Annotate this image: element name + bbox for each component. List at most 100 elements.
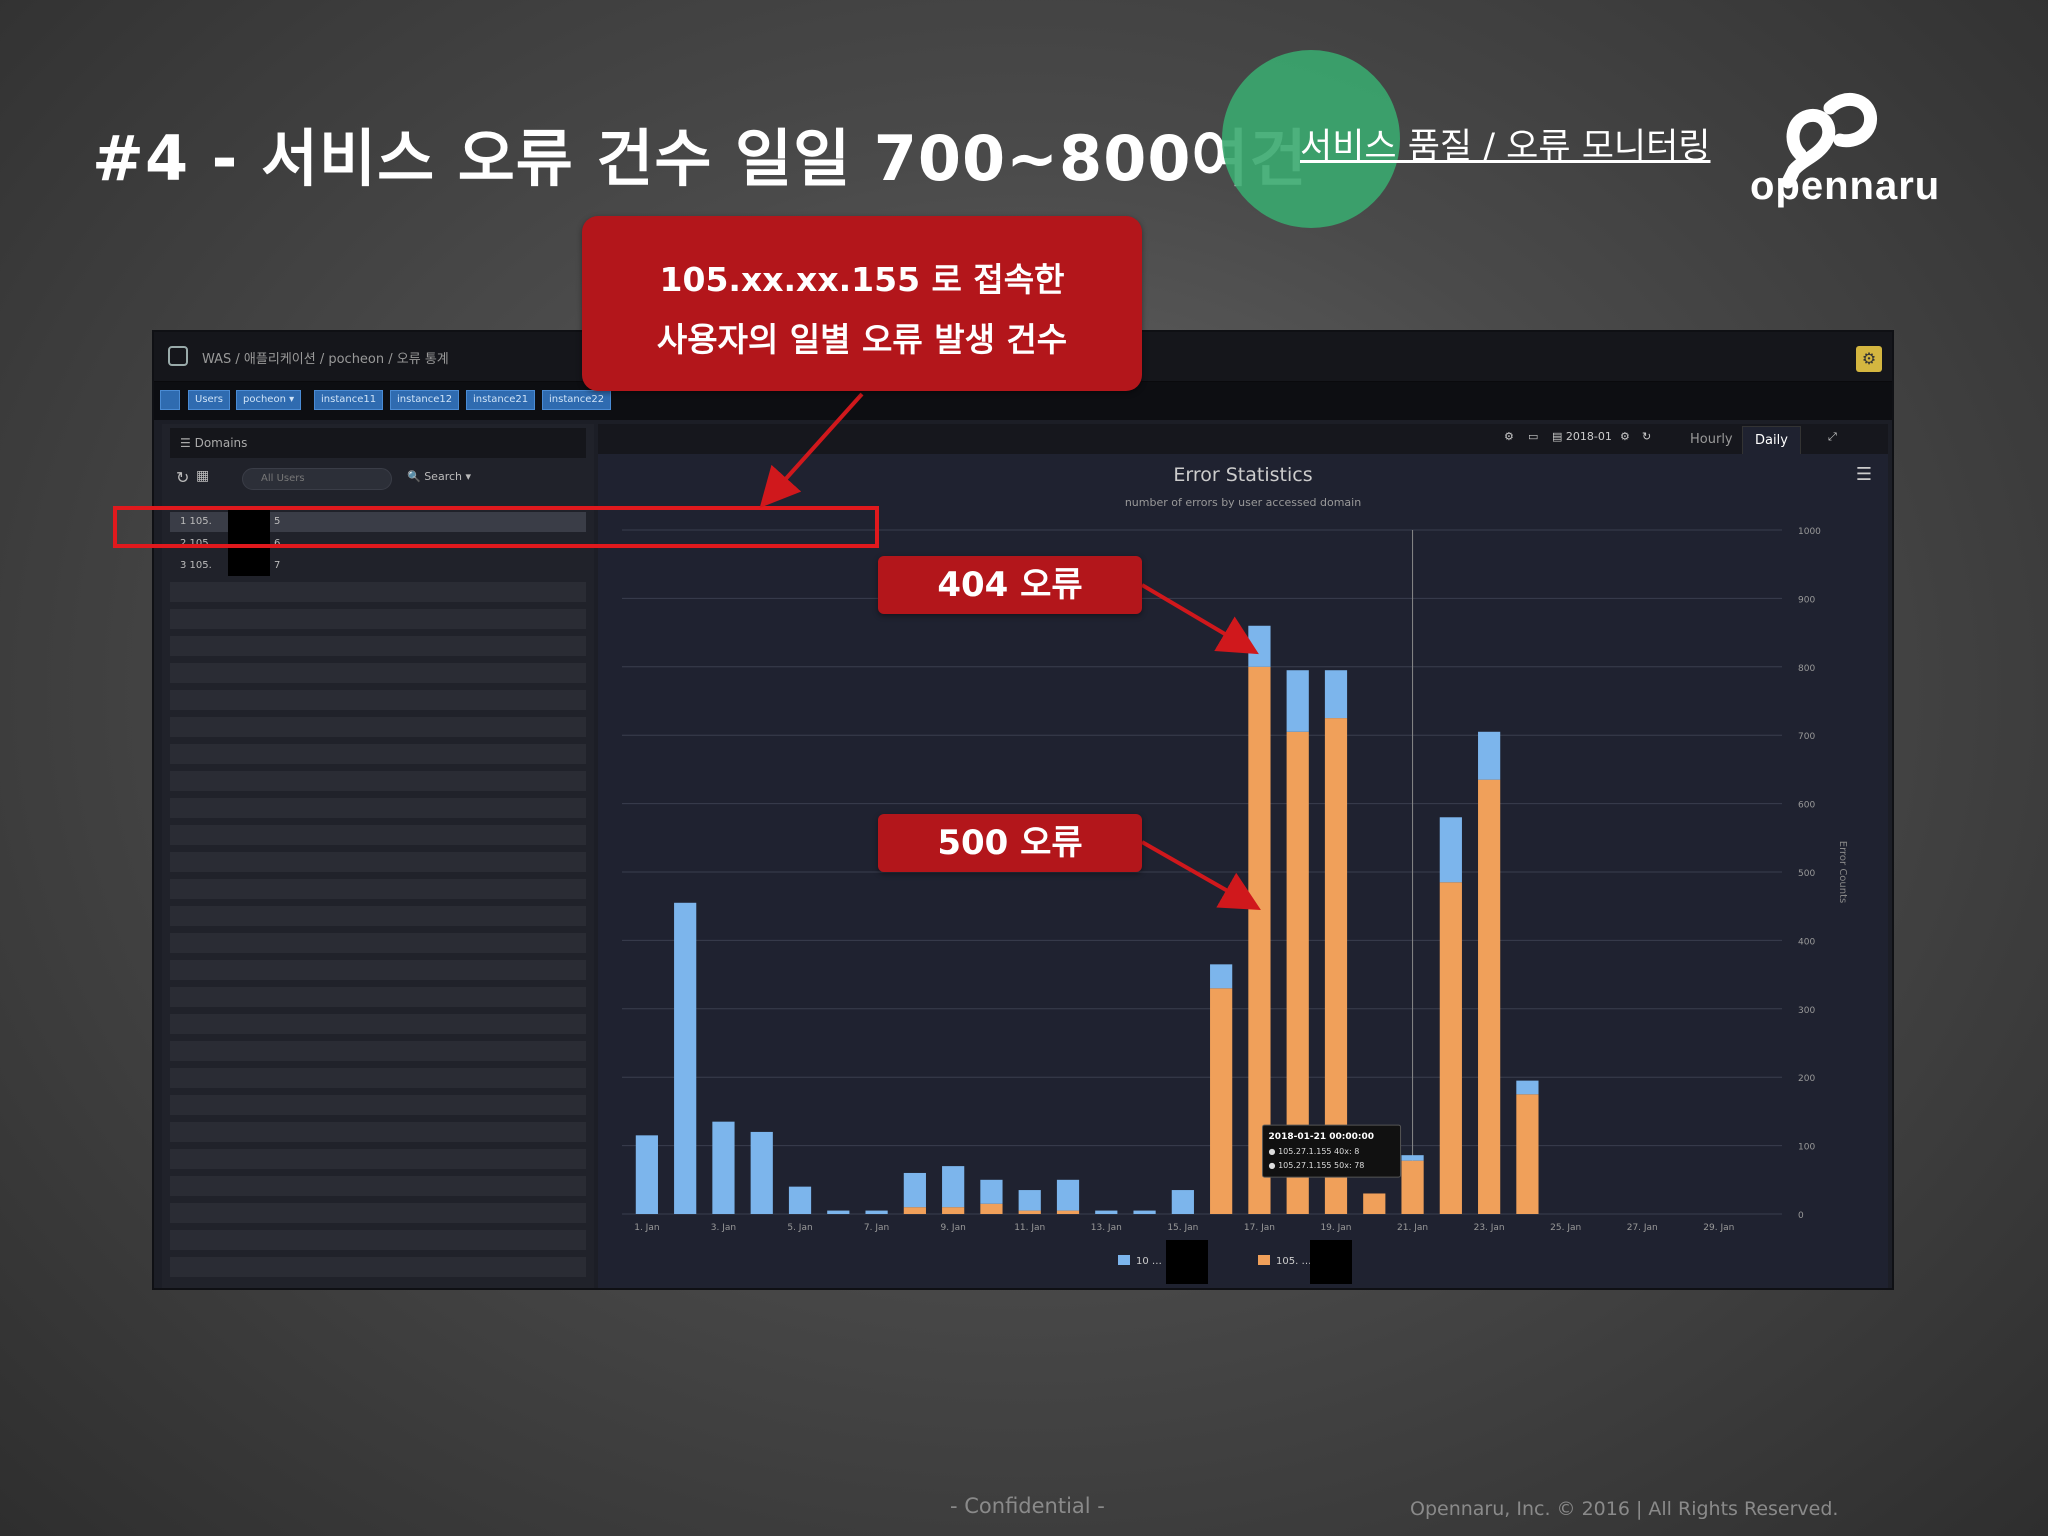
instance-tab-11[interactable]: instance11 xyxy=(314,390,384,410)
bar-50x xyxy=(1056,1210,1080,1214)
subtitle-link[interactable]: 서비스 품질 / 오류 모니터링 xyxy=(1300,127,1711,167)
bar-40x xyxy=(750,1131,773,1214)
bar-40x xyxy=(1286,670,1309,732)
search-input[interactable]: All Users xyxy=(242,468,392,490)
bar-40x xyxy=(635,1135,658,1214)
bar-40x xyxy=(1478,731,1501,780)
x-tick-label: 19. Jan xyxy=(1320,1223,1351,1233)
bar-40x xyxy=(903,1172,926,1208)
empty-row xyxy=(170,582,586,602)
search-button[interactable]: 🔍 Search ▾ xyxy=(407,470,472,483)
bar-50x xyxy=(903,1207,926,1214)
domain-row[interactable]: 1 105. 5 xyxy=(170,512,586,532)
bar-40x xyxy=(865,1210,888,1214)
sidebar-header-label: Domains xyxy=(194,436,248,450)
instance-tab-12[interactable]: instance12 xyxy=(390,390,460,410)
x-tick-label: 1. Jan xyxy=(634,1223,659,1233)
empty-row xyxy=(170,771,586,791)
instance-tab-21[interactable]: instance21 xyxy=(466,390,536,410)
empty-row xyxy=(170,1122,586,1142)
x-tick-label: 27. Jan xyxy=(1627,1223,1658,1233)
bar-40x xyxy=(1401,1155,1424,1161)
app-screenshot: WAS / 애플리케이션 / pocheon / 오류 통계 ⚙ Users p… xyxy=(152,330,1894,1290)
bar-50x xyxy=(1286,731,1309,1214)
users-toggle[interactable]: Users xyxy=(188,390,231,410)
bar-40x xyxy=(1056,1179,1080,1211)
x-tick-label: 17. Jan xyxy=(1244,1223,1275,1233)
clock-icon[interactable]: ⚙ xyxy=(1620,430,1630,443)
reload-icon[interactable]: ↻ xyxy=(1642,430,1652,443)
bar-40x xyxy=(1171,1190,1194,1214)
bar-50x xyxy=(1401,1160,1424,1214)
pocheon-dropdown[interactable]: pocheon ▾ xyxy=(236,390,302,410)
callout-main: 105.xx.xx.155 로 접속한 사용자의 일별 오류 발생 건수 xyxy=(582,216,1142,391)
y-tick-label: 300 xyxy=(1798,1006,1815,1016)
tooltip-line-40x: ● 105.27.1.155 40x: 8 xyxy=(1269,1147,1360,1156)
refresh-icon[interactable]: ↻ xyxy=(176,468,190,487)
bar-40x xyxy=(1516,1080,1539,1095)
legend-swatch-40x xyxy=(1118,1255,1130,1265)
legend-swatch-50x xyxy=(1258,1255,1270,1265)
empty-row xyxy=(170,717,586,737)
bar-50x xyxy=(1363,1193,1386,1214)
y-tick-label: 100 xyxy=(1798,1143,1815,1153)
grid-icon[interactable]: ▦ xyxy=(196,468,210,484)
empty-row xyxy=(170,1149,586,1169)
domain-row-suffix: 6 xyxy=(274,538,281,549)
bar-40x xyxy=(942,1166,965,1208)
empty-row xyxy=(170,1176,586,1196)
tooltip-title: 2018-01-21 00:00:00 xyxy=(1269,1132,1374,1142)
domain-row[interactable]: 2 105. 6 xyxy=(170,534,586,554)
bar-50x xyxy=(1516,1094,1539,1214)
x-tick-label: 9. Jan xyxy=(940,1223,965,1233)
y-tick-label: 600 xyxy=(1798,801,1815,811)
bar-40x xyxy=(1133,1210,1156,1214)
empty-row xyxy=(170,879,586,899)
empty-row xyxy=(170,987,586,1007)
y-tick-label: 1000 xyxy=(1798,527,1821,537)
empty-row xyxy=(170,663,586,683)
x-tick-label: 21. Jan xyxy=(1397,1223,1428,1233)
x-tick-label: 5. Jan xyxy=(787,1223,812,1233)
domain-row-suffix: 7 xyxy=(274,560,281,571)
bar-40x xyxy=(1210,964,1233,989)
chart-title: Error Statistics xyxy=(1173,464,1313,486)
x-tick-label: 11. Jan xyxy=(1014,1223,1045,1233)
y-tick-label: 700 xyxy=(1798,732,1815,742)
empty-row xyxy=(170,690,586,710)
calendar-icon[interactable]: ▭ xyxy=(1528,430,1539,443)
menu-icon[interactable] xyxy=(168,346,188,366)
toolbar: Users pocheon ▾ instance11 instance12 in… xyxy=(154,382,1892,420)
home-icon[interactable] xyxy=(160,390,180,410)
x-tick-label: 29. Jan xyxy=(1703,1223,1734,1233)
instance-tab-22[interactable]: instance22 xyxy=(542,390,612,410)
settings-icon[interactable]: ⚙ xyxy=(1504,430,1514,443)
search-button-label: Search ▾ xyxy=(424,470,472,483)
settings-gear-icon[interactable]: ⚙ xyxy=(1856,346,1882,372)
empty-row xyxy=(170,933,586,953)
bar-50x xyxy=(980,1203,1003,1214)
tab-daily[interactable]: Daily xyxy=(1742,426,1801,454)
x-tick-label: 25. Jan xyxy=(1550,1223,1581,1233)
domain-row-label: 1 105. xyxy=(180,516,212,527)
y-tick-label: 900 xyxy=(1798,595,1815,605)
y-tick-label: 800 xyxy=(1798,664,1815,674)
chart-panel: ⚙ ▭ ▤ 2018-01 ⚙ ↻ Hourly Daily ⤢ Error S… xyxy=(598,424,1888,1288)
bar-40x xyxy=(827,1210,850,1214)
slide-title: #4 - 서비스 오류 건수 일일 700~800여건 xyxy=(92,122,1308,195)
date-field[interactable]: ▤ 2018-01 xyxy=(1552,430,1612,443)
x-tick-label: 15. Jan xyxy=(1167,1223,1198,1233)
opennaru-logo-icon xyxy=(1781,93,1877,189)
tooltip-line-50x: ● 105.27.1.155 50x: 78 xyxy=(1269,1161,1365,1170)
bar-40x xyxy=(674,902,697,1214)
chart-menu-icon[interactable]: ☰ xyxy=(1855,464,1872,485)
tab-hourly[interactable]: Hourly xyxy=(1690,432,1733,447)
y-tick-label: 500 xyxy=(1798,869,1815,879)
expand-icon[interactable]: ⤢ xyxy=(1828,430,1837,443)
empty-row xyxy=(170,825,586,845)
bar-50x xyxy=(1210,988,1233,1214)
domain-row[interactable]: 3 105. 7 xyxy=(170,556,586,576)
bar-40x xyxy=(788,1186,812,1214)
empty-row xyxy=(170,1095,586,1115)
empty-row xyxy=(170,1257,586,1277)
